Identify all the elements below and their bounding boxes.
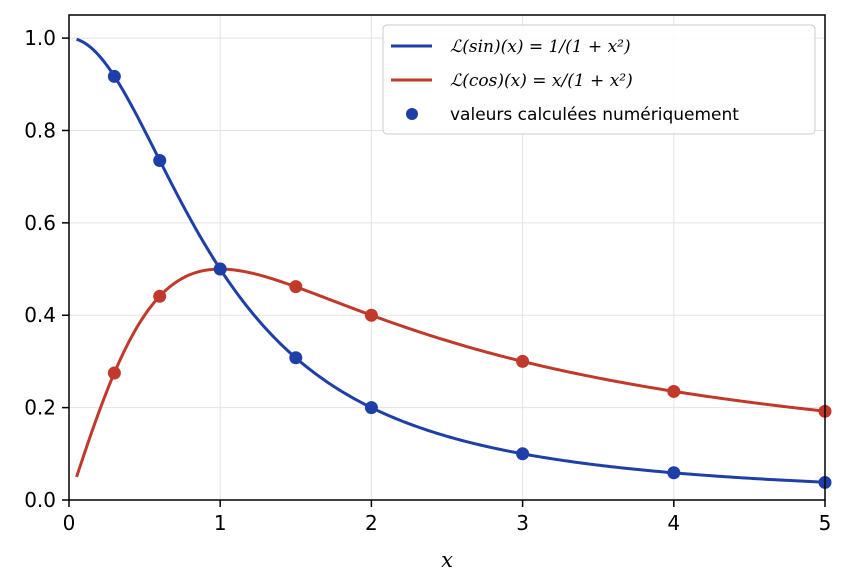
point-cos (107, 366, 121, 380)
point-cos (153, 289, 167, 303)
legend: ℒ(sin)(x) = 1/(1 + x²) ℒ(cos)(x) = x/(1 … (382, 24, 816, 135)
point-sin (516, 447, 530, 461)
y-axis: 0.0 0.2 0.4 0.6 0.8 1.0 (24, 26, 69, 512)
point-cos (667, 384, 681, 398)
x-tick-label: 0 (63, 511, 76, 535)
curves (75, 37, 826, 484)
x-tick-label: 4 (667, 511, 680, 535)
x-tick-label: 5 (819, 511, 832, 535)
point-sin (667, 466, 681, 480)
y-tick-label: 0.6 (24, 211, 56, 235)
series-line-1 (75, 267, 826, 478)
plot-frame (68, 14, 826, 501)
y-tick-label: 0.4 (24, 303, 56, 327)
legend-swatch-points (406, 108, 418, 120)
y-tick-label: 0.8 (24, 118, 56, 142)
y-tick-label: 0.2 (24, 396, 56, 420)
y-tick-label: 0.0 (24, 488, 56, 512)
point-cos (364, 308, 378, 322)
point-cos (289, 280, 303, 294)
legend-box (382, 24, 816, 135)
series-line-0 (76, 37, 826, 484)
point-sin (213, 262, 227, 276)
data-points (107, 69, 832, 489)
x-axis: 0 1 2 3 4 5 (63, 500, 832, 535)
point-sin (153, 154, 167, 167)
point-sin (289, 351, 303, 365)
legend-label-points: valeurs calculées numériquement (450, 105, 739, 125)
x-tick-label: 3 (516, 511, 529, 535)
point-cos (516, 354, 530, 368)
legend-label-cos: ℒ(cos)(x) = x/(1 + x²) (450, 71, 633, 91)
point-sin (364, 401, 378, 415)
point-sin (107, 69, 121, 83)
x-axis-label: x (441, 548, 453, 572)
x-tick-label: 2 (365, 511, 378, 535)
x-tick-label: 1 (214, 511, 227, 535)
y-tick-label: 1.0 (24, 26, 56, 50)
legend-label-sin: ℒ(sin)(x) = 1/(1 + x²) (450, 37, 631, 57)
